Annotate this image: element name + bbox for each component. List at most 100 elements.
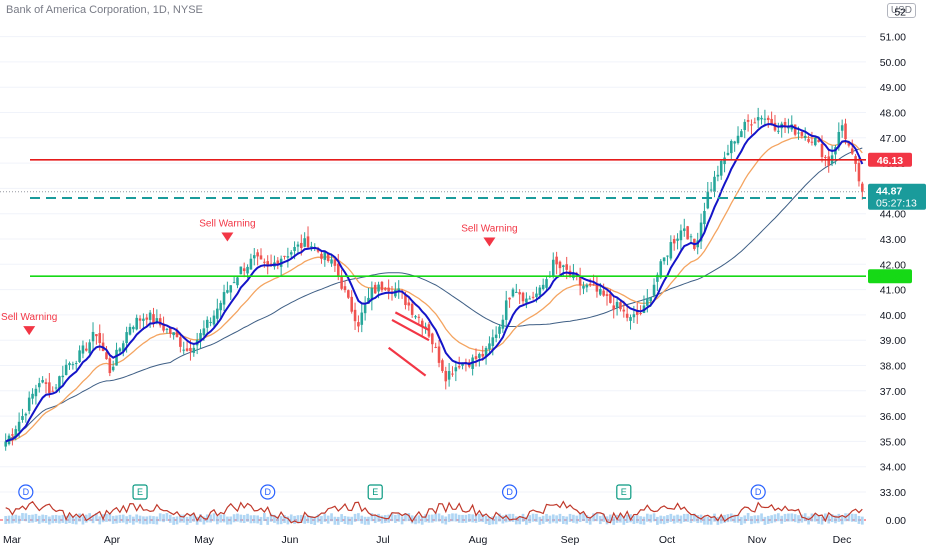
candle-body-21 — [74, 363, 78, 365]
osc-bar-107 — [363, 516, 367, 525]
candle-body-180 — [609, 293, 612, 303]
candle-body-114 — [387, 287, 390, 292]
candle-body-70 — [239, 266, 243, 275]
candle-body-158 — [535, 293, 538, 298]
y-tick-10: 41.00 — [880, 285, 906, 297]
earnings-event-label-1: E — [137, 487, 143, 497]
grid — [0, 36, 866, 493]
candle-body-41 — [142, 318, 145, 321]
candle-body-175 — [592, 284, 595, 286]
osc-bar-110 — [373, 515, 377, 524]
osc-bar-30 — [105, 513, 108, 522]
osc-bar-137 — [464, 514, 468, 523]
candle-body-71 — [242, 268, 246, 272]
y-tick-14: 37.00 — [880, 386, 906, 398]
osc-bar-85 — [289, 514, 293, 523]
osc-bar-230 — [776, 513, 780, 522]
candle-body-63 — [216, 308, 219, 319]
candle-body-16 — [58, 376, 61, 390]
osc-bar-69 — [236, 513, 239, 522]
x-axis: Mar Apr May Jun Jul Aug Sep Oct Nov Dec — [3, 534, 851, 546]
osc-bar-164 — [555, 515, 558, 524]
candle-body-166 — [562, 265, 565, 268]
osc-bar-170 — [575, 515, 579, 524]
candle-body-104 — [353, 309, 357, 322]
candle-body-12 — [44, 382, 48, 384]
candle-body-215 — [726, 152, 730, 155]
osc-bar-234 — [790, 513, 794, 522]
channel-mid — [391, 318, 430, 342]
ema-fast-path — [5, 123, 864, 443]
osc-bar-112 — [380, 515, 384, 524]
candle-body-172 — [582, 285, 585, 289]
candle-body-60 — [205, 319, 209, 328]
dividend-event-label-2: D — [264, 487, 271, 497]
osc-bar-2 — [11, 515, 14, 524]
osc-bar-100 — [340, 514, 343, 523]
osc-bar-241 — [813, 513, 817, 522]
dividend-event-label-4: D — [506, 487, 513, 497]
osc-bar-233 — [787, 513, 790, 522]
y-tick-top: 52 — [894, 6, 906, 18]
osc-bar-191 — [645, 513, 649, 522]
candle-body-4 — [17, 421, 21, 432]
osc-bar-136 — [461, 514, 464, 523]
earnings-event-label-3: E — [372, 487, 378, 497]
osc-bar-77 — [263, 513, 266, 522]
osc-bar-74 — [252, 515, 256, 524]
candle-body-213 — [719, 160, 723, 176]
osc-bar-3 — [14, 514, 18, 523]
osc-bar-44 — [152, 516, 155, 525]
candle-body-86 — [293, 247, 296, 251]
candle-body-181 — [612, 305, 616, 310]
osc-bar-120 — [407, 513, 411, 522]
osc-bar-193 — [652, 513, 656, 522]
osc-bar-124 — [420, 516, 424, 525]
candle-body-212 — [716, 174, 720, 177]
candle-body-248 — [837, 131, 841, 148]
osc-bar-64 — [219, 514, 223, 523]
channel-upper — [394, 311, 430, 332]
candle-body-9 — [34, 388, 38, 397]
candle-body-183 — [619, 302, 622, 310]
osc-bar-185 — [625, 515, 629, 524]
candle-body-217 — [733, 141, 736, 144]
x-tick-aug: Aug — [469, 534, 488, 546]
chart-title: Bank of America Corporation, 1D, NYSE — [6, 4, 203, 16]
candle-body-209 — [706, 191, 710, 209]
candle-body-31 — [108, 358, 112, 374]
osc-bar-202 — [682, 513, 686, 522]
currency-badge[interactable]: USD — [886, 3, 916, 18]
candle-body-198 — [669, 242, 673, 259]
osc-bar-198 — [669, 513, 673, 522]
candle-body-43 — [148, 312, 152, 320]
candle-body-35 — [121, 343, 125, 352]
y-tick-0: 51.00 — [880, 32, 906, 44]
candle-body-74 — [252, 255, 256, 259]
osc-bar-166 — [561, 515, 565, 524]
osc-bar-88 — [299, 514, 303, 523]
osc-bar-225 — [760, 513, 763, 522]
osc-bar-105 — [357, 513, 360, 522]
osc-bar-67 — [229, 516, 233, 525]
candle-body-214 — [723, 157, 726, 165]
osc-bar-23 — [81, 516, 85, 525]
osc-bar-75 — [256, 515, 259, 524]
candle-body-66 — [226, 290, 229, 293]
candle-body-69 — [236, 277, 239, 286]
candle-body-15 — [54, 387, 58, 389]
osc-bar-252 — [850, 513, 854, 522]
osc-bar-153 — [518, 516, 522, 525]
drawings: Sell Warning Sell Warning Sell Warning — [1, 218, 518, 377]
candle-body-25 — [88, 342, 91, 354]
candle-body-233 — [787, 127, 790, 129]
candle-body-147 — [498, 326, 501, 334]
osc-bar-189 — [639, 516, 642, 525]
candle-body-124 — [420, 320, 424, 327]
candle-body-167 — [565, 264, 568, 270]
osc-bar-1 — [7, 515, 11, 524]
osc-bar-9 — [34, 513, 38, 522]
candle-body-165 — [558, 261, 562, 269]
osc-bar-91 — [310, 516, 313, 525]
